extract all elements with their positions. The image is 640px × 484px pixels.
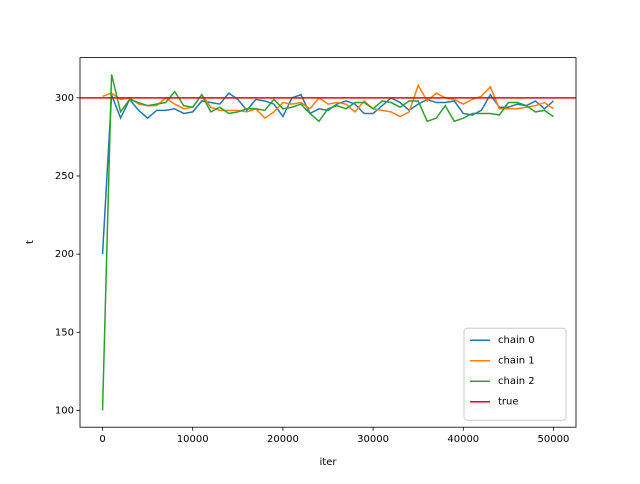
legend-label: chain 0 xyxy=(498,335,535,346)
x-tick-label: 50000 xyxy=(538,434,570,445)
x-tick-label: 0 xyxy=(99,434,105,445)
y-tick-label: 100 xyxy=(55,405,74,416)
series-line xyxy=(101,74,554,411)
x-tick-label: 30000 xyxy=(357,434,389,445)
x-tick-label: 20000 xyxy=(267,434,299,445)
y-tick-label: 200 xyxy=(55,249,74,260)
legend-label: true xyxy=(498,397,519,408)
legend-label: chain 2 xyxy=(498,376,535,387)
x-tick-label: 10000 xyxy=(177,434,209,445)
series-line xyxy=(101,92,554,255)
x-axis-label: iter xyxy=(320,457,338,468)
legend-box xyxy=(463,327,567,421)
y-axis-label: t xyxy=(25,240,36,244)
y-tick-label: 300 xyxy=(55,93,74,104)
y-tick-label: 250 xyxy=(55,171,74,182)
axes-frame xyxy=(79,57,577,428)
y-tick-label: 150 xyxy=(55,327,74,338)
legend-label: chain 1 xyxy=(498,356,535,367)
x-tick-label: 40000 xyxy=(447,434,479,445)
